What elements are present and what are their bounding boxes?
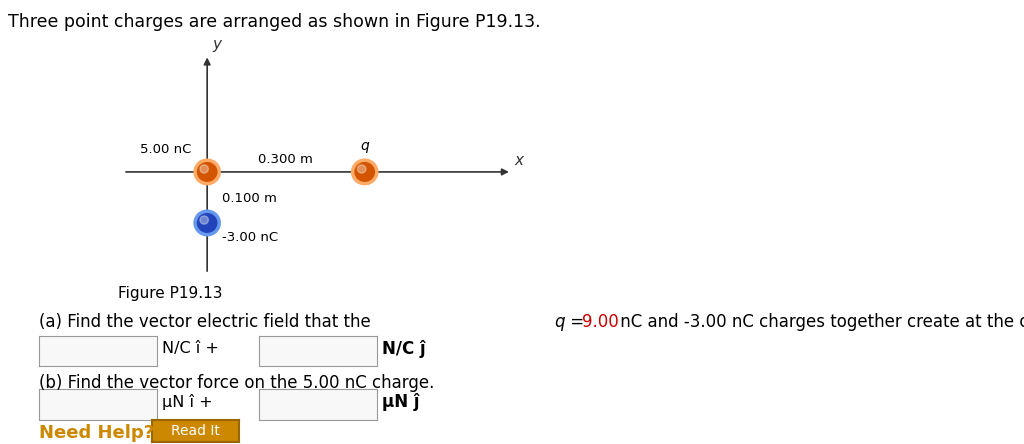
Text: (b) Find the vector force on the 5.00 nC charge.: (b) Find the vector force on the 5.00 nC… <box>39 374 434 392</box>
Text: x: x <box>514 153 523 168</box>
Text: =: = <box>565 313 589 331</box>
Text: N/C ĵ: N/C ĵ <box>382 340 426 358</box>
Circle shape <box>357 165 366 173</box>
Text: -3.00 nC: -3.00 nC <box>222 230 278 244</box>
Text: μN ĵ: μN ĵ <box>382 393 420 411</box>
Text: 0.300 m: 0.300 m <box>258 153 313 166</box>
Text: Read It: Read It <box>171 424 219 438</box>
Text: q: q <box>555 313 565 331</box>
Circle shape <box>200 165 208 173</box>
Text: Need Help?: Need Help? <box>39 424 154 442</box>
Text: y: y <box>212 37 221 52</box>
Circle shape <box>200 216 208 224</box>
Text: (a) Find the vector electric field that the: (a) Find the vector electric field that … <box>39 313 376 331</box>
Text: Figure P19.13: Figure P19.13 <box>118 286 222 301</box>
Circle shape <box>196 160 219 184</box>
Text: μN î +: μN î + <box>162 394 212 410</box>
Circle shape <box>196 211 219 235</box>
Text: nC and -3.00 nC charges together create at the origin.: nC and -3.00 nC charges together create … <box>615 313 1024 331</box>
Text: 9.00: 9.00 <box>582 313 618 331</box>
Text: N/C î +: N/C î + <box>162 341 219 357</box>
Circle shape <box>352 160 377 184</box>
Text: 5.00 nC: 5.00 nC <box>140 143 191 155</box>
Text: q: q <box>360 139 369 153</box>
Text: 0.100 m: 0.100 m <box>222 192 276 205</box>
Text: Three point charges are arranged as shown in Figure P19.13.: Three point charges are arranged as show… <box>8 13 541 32</box>
